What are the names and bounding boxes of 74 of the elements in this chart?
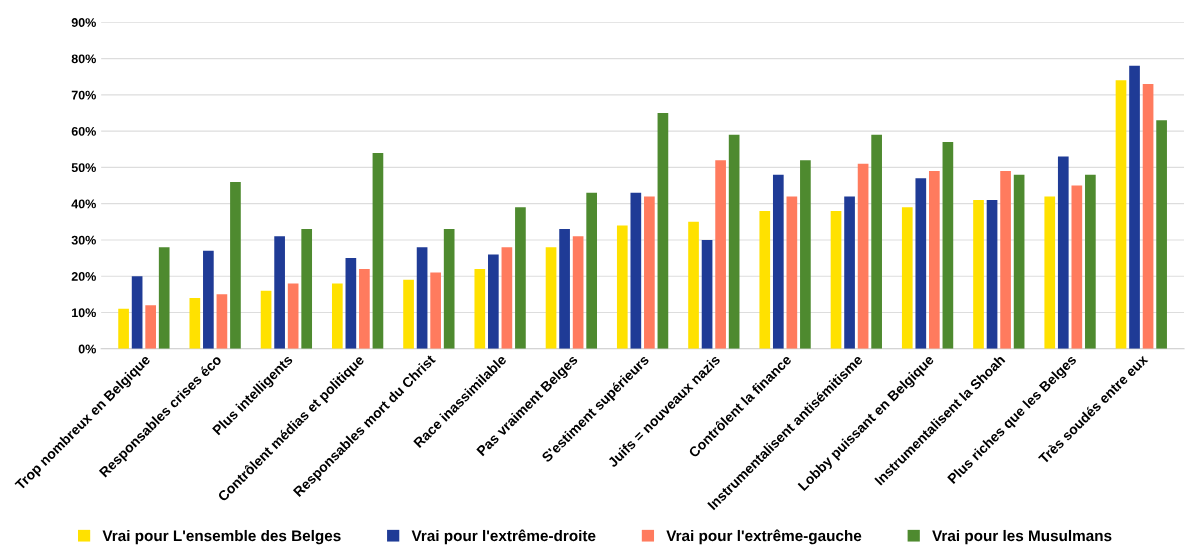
bar xyxy=(331,283,343,349)
bar xyxy=(203,250,214,349)
y-tick-label: 0% xyxy=(78,344,96,354)
legend-label: Vrai pour l'extrême-gauche xyxy=(666,529,862,545)
bar xyxy=(345,258,357,349)
bar xyxy=(131,276,143,349)
bar xyxy=(488,254,499,349)
bar xyxy=(630,192,642,349)
bar xyxy=(287,283,299,349)
bar xyxy=(857,163,869,349)
bar xyxy=(474,268,486,349)
bar xyxy=(403,279,414,349)
bar xyxy=(901,207,913,349)
bar xyxy=(260,290,272,349)
bar xyxy=(189,297,201,349)
bar xyxy=(1057,156,1069,349)
bar xyxy=(545,247,557,349)
y-tick-label: 10% xyxy=(72,308,96,318)
bar xyxy=(359,268,370,349)
bar xyxy=(973,200,984,349)
y-tick-label: 20% xyxy=(71,272,96,281)
bar xyxy=(158,247,170,349)
bar xyxy=(830,210,842,349)
bar xyxy=(1013,174,1025,349)
bar xyxy=(515,207,526,349)
bar xyxy=(942,142,954,349)
y-tick-label: 80% xyxy=(71,54,96,64)
bar xyxy=(216,294,228,349)
bar xyxy=(616,225,628,349)
bar xyxy=(416,247,428,349)
legend-label: Vrai pour les Musulmans xyxy=(932,529,1112,545)
bar xyxy=(145,305,157,349)
bar xyxy=(715,160,726,349)
bar xyxy=(644,196,655,349)
bar xyxy=(1085,174,1096,349)
bar xyxy=(1000,171,1011,349)
bar xyxy=(728,134,740,349)
bar xyxy=(871,134,882,349)
y-tick-label: 30% xyxy=(71,235,96,245)
bar xyxy=(701,239,713,349)
y-tick-label: 60% xyxy=(71,126,96,136)
bar xyxy=(688,221,699,349)
bar xyxy=(443,229,455,349)
y-tick-label: 70% xyxy=(71,90,96,100)
bar xyxy=(657,112,669,349)
bar xyxy=(501,247,513,349)
bar xyxy=(274,236,285,349)
y-tick-label: 90% xyxy=(71,18,96,27)
bar xyxy=(1129,65,1140,349)
bar xyxy=(230,181,241,349)
bar xyxy=(1142,83,1154,349)
bar xyxy=(929,171,940,349)
y-tick-label: 40% xyxy=(71,199,96,209)
bar xyxy=(786,196,798,349)
bar xyxy=(800,160,811,349)
bar xyxy=(586,192,597,349)
bar xyxy=(1156,120,1167,349)
legend-label: Vrai pour L'ensemble des Belges xyxy=(102,529,341,545)
bar xyxy=(1115,80,1127,349)
bar xyxy=(118,308,129,349)
bar xyxy=(559,229,570,349)
bar xyxy=(301,229,313,349)
bar xyxy=(986,200,998,349)
bar xyxy=(572,236,584,349)
bar xyxy=(759,210,771,349)
bar xyxy=(430,272,441,349)
bar xyxy=(372,152,384,349)
bar xyxy=(1044,196,1056,349)
y-tick-label: 50% xyxy=(71,163,96,173)
legend-label: Vrai pour l'extrême-droite xyxy=(411,529,596,545)
bar xyxy=(844,196,855,349)
bar xyxy=(1071,185,1083,349)
bar xyxy=(772,174,784,349)
bar xyxy=(915,178,927,349)
